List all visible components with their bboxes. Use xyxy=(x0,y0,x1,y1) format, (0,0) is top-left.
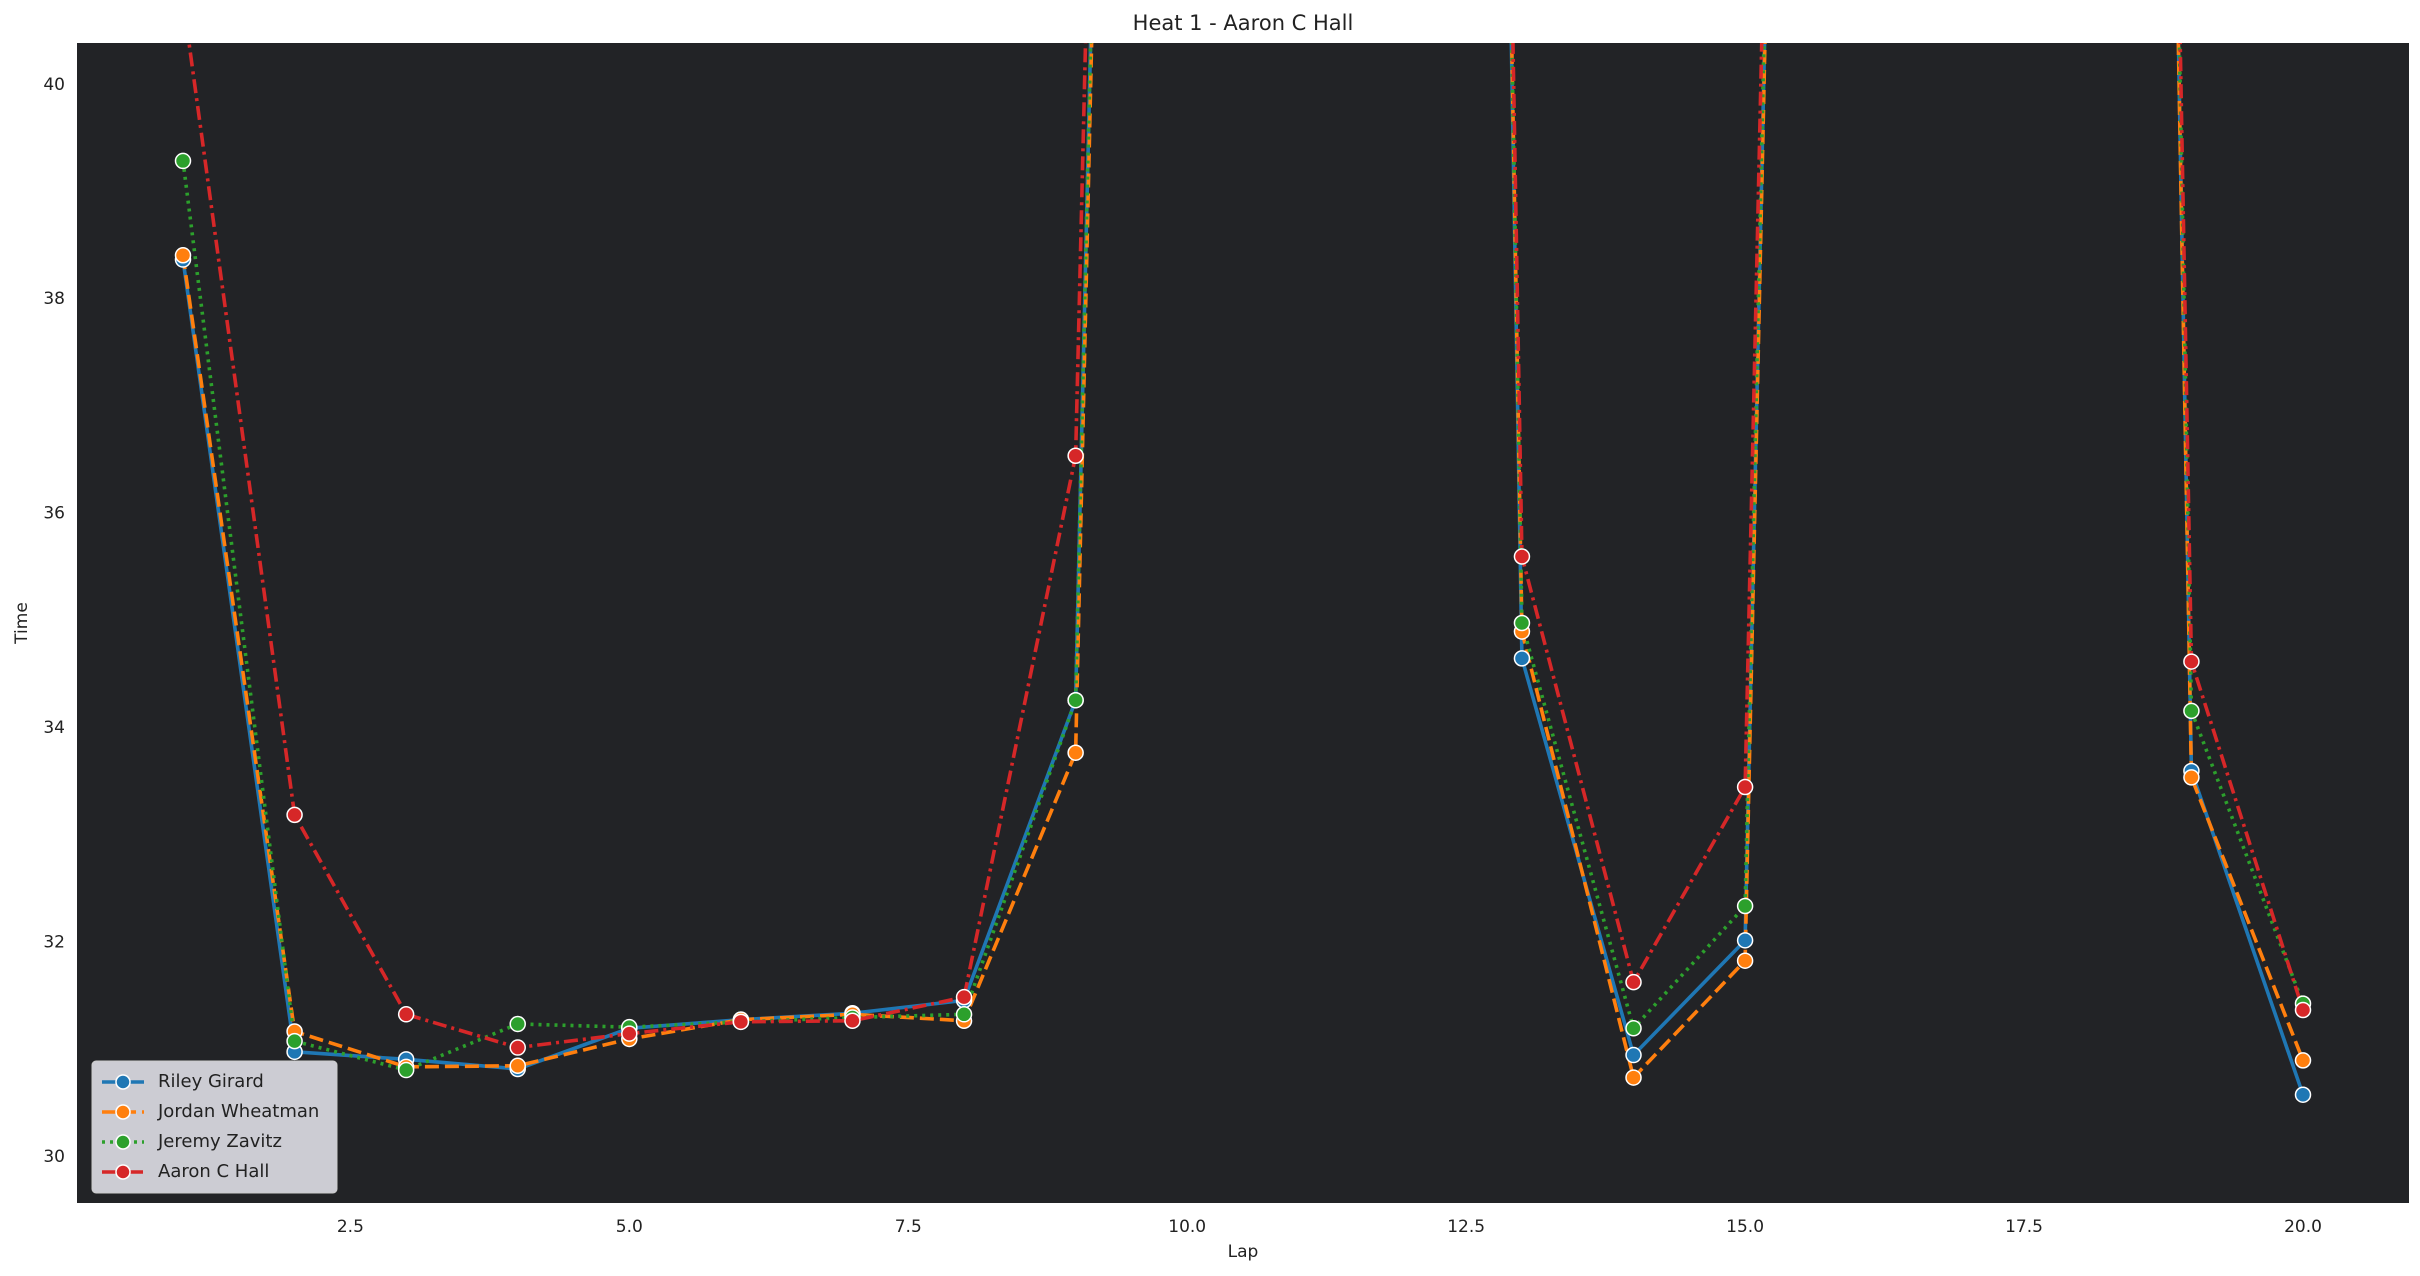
legend-label: Jeremy Zavitz xyxy=(157,1131,282,1152)
x-tick-label: 20.0 xyxy=(2284,1217,2322,1237)
data-point xyxy=(509,1039,526,1056)
x-tick-label: 5.0 xyxy=(616,1217,643,1237)
data-point xyxy=(844,1012,861,1029)
data-point xyxy=(1736,932,1754,949)
y-tick-label: 30 xyxy=(43,1147,65,1167)
legend-marker xyxy=(115,1104,131,1120)
data-point xyxy=(1067,691,1084,709)
y-tick-label: 40 xyxy=(43,75,65,95)
data-point xyxy=(397,1061,415,1079)
data-point xyxy=(1625,1046,1642,1064)
series-line xyxy=(181,43,2305,1082)
data-point xyxy=(2183,769,2200,786)
y-tick-label: 34 xyxy=(43,718,65,738)
data-point xyxy=(732,1013,750,1031)
data-point xyxy=(955,1006,973,1023)
y-tick-label: 32 xyxy=(43,932,65,952)
data-point xyxy=(1513,650,1531,667)
legend-marker xyxy=(115,1074,131,1090)
data-point xyxy=(286,1032,303,1050)
legend-box xyxy=(91,1060,338,1194)
y-tick-label: 36 xyxy=(43,504,65,524)
data-point xyxy=(2183,702,2200,720)
data-point xyxy=(1736,778,1754,796)
data-point xyxy=(621,1025,638,1042)
data-point xyxy=(1513,614,1531,632)
data-point xyxy=(1736,952,1754,969)
plot-lines xyxy=(174,0,2312,1103)
legend-label: Aaron C Hall xyxy=(158,1161,269,1182)
data-point xyxy=(509,1015,526,1033)
legend-marker xyxy=(115,1164,131,1180)
data-point xyxy=(1067,447,1084,465)
x-tick-label: 12.5 xyxy=(1447,1217,1485,1237)
x-tick-label: 7.5 xyxy=(895,1217,922,1237)
x-tick-label: 15.0 xyxy=(1726,1217,1764,1237)
data-point xyxy=(1625,1069,1642,1086)
data-point xyxy=(2183,653,2200,670)
chart-title: Heat 1 - Aaron C Hall xyxy=(1133,11,1354,35)
y-axis-label: Time xyxy=(12,602,32,645)
legend: Riley Girard Jordan Wheatman Jeremy Zavitz… xyxy=(91,1060,338,1194)
plot-area xyxy=(77,43,2409,1203)
data-point xyxy=(1067,744,1084,761)
data-point xyxy=(1736,897,1754,915)
data-point xyxy=(397,1006,415,1023)
data-point xyxy=(2294,1052,2312,1069)
data-point xyxy=(1625,973,1642,991)
data-point xyxy=(955,988,973,1006)
y-tick-label: 38 xyxy=(43,289,65,309)
data-point xyxy=(286,806,303,824)
legend-label: Riley Girard xyxy=(158,1071,264,1092)
data-point xyxy=(176,0,191,7)
x-tick-label: 10.0 xyxy=(1168,1217,1206,1237)
x-tick-label: 17.5 xyxy=(2005,1217,2043,1237)
x-tick-label: 2.5 xyxy=(337,1217,364,1237)
data-point xyxy=(174,152,192,170)
data-point xyxy=(1625,1019,1642,1037)
legend-marker xyxy=(115,1134,131,1150)
data-point xyxy=(2294,1001,2312,1019)
x-axis-label: Lap xyxy=(1228,1242,1259,1262)
data-point xyxy=(2294,1086,2312,1103)
data-point xyxy=(174,247,192,264)
data-point xyxy=(509,1057,526,1075)
data-point xyxy=(1513,548,1531,565)
legend-label: Jordan Wheatman xyxy=(157,1101,319,1122)
